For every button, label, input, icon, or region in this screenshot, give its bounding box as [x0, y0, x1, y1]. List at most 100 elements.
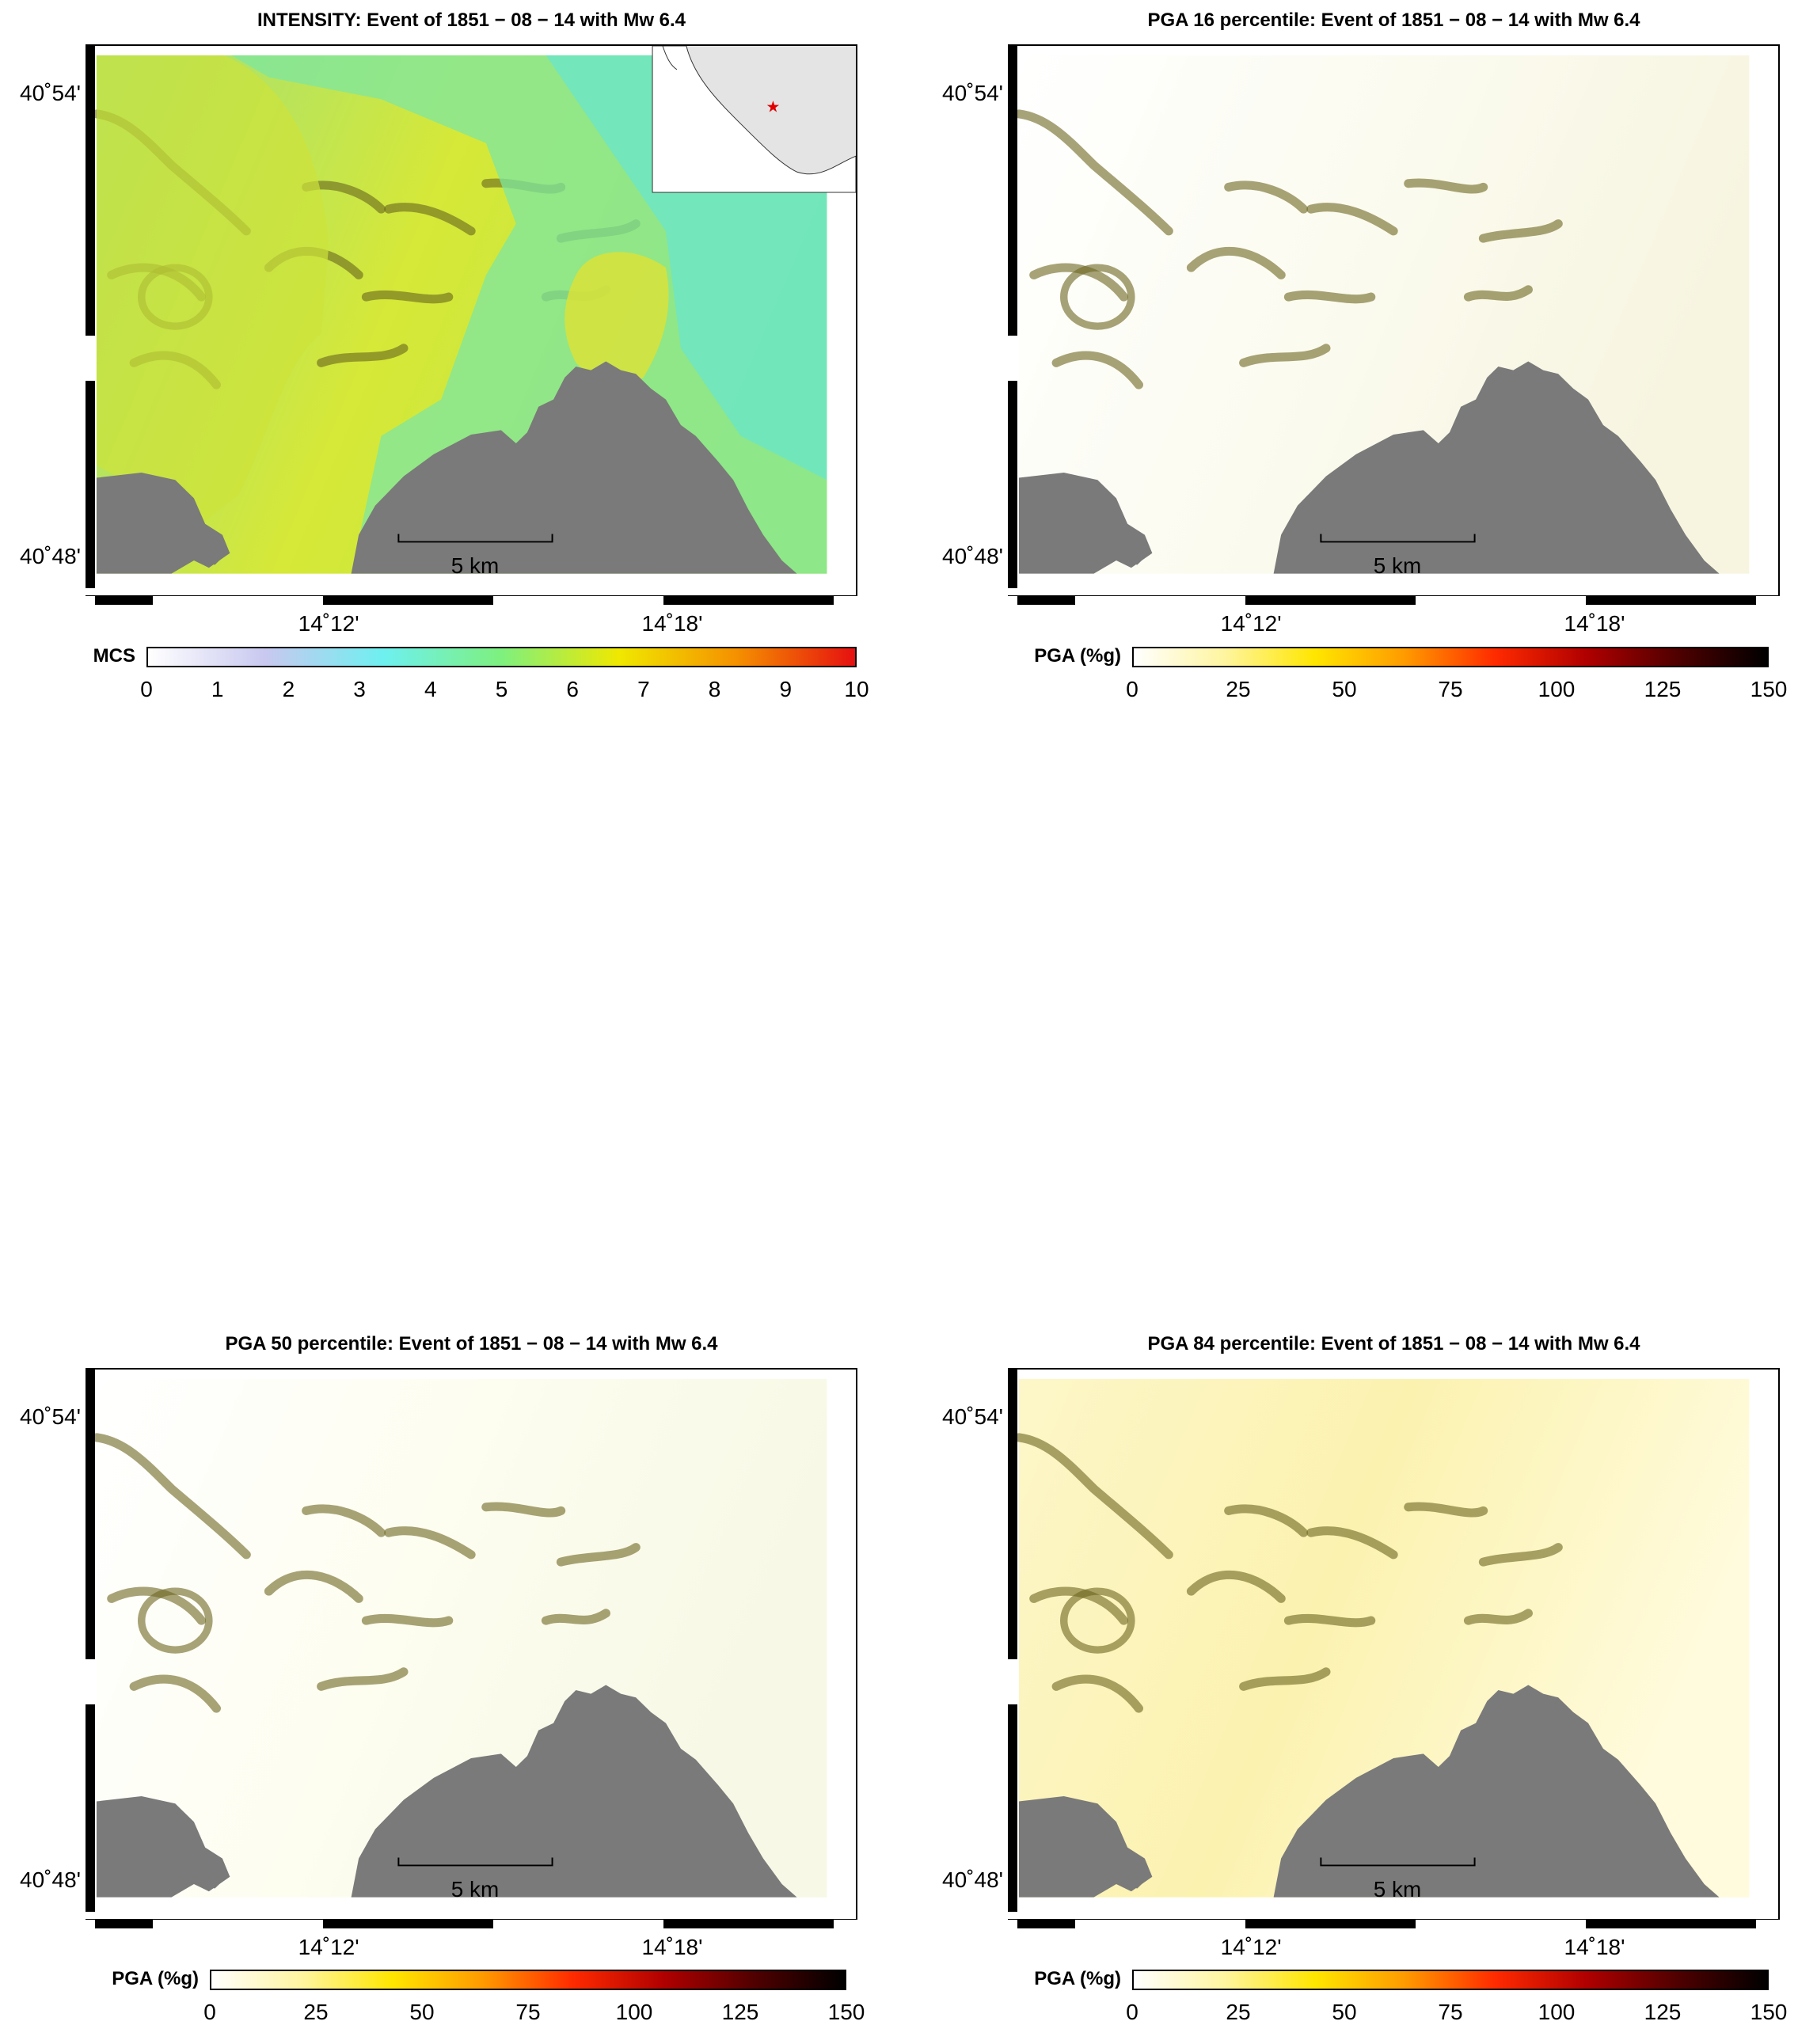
- colorbar-tick-label: 50: [409, 2000, 435, 2024]
- sea-area: [96, 361, 797, 574]
- latitude-tick-label: 40˚48': [20, 543, 81, 568]
- longitude-tick-label: 14˚12': [298, 611, 359, 636]
- map-title: PGA 50 percentile: Event of 1851 − 08 − …: [225, 1333, 718, 1354]
- latitude-graticule-bar: [1008, 44, 1017, 605]
- relief-ridge: [1283, 290, 1376, 304]
- colorbar-tick-label: 150: [1750, 677, 1788, 701]
- relief-ridge: [1059, 264, 1135, 330]
- colorbar-label: PGA (%g): [1034, 645, 1121, 667]
- longitude-graticule-bar: [86, 595, 857, 605]
- sea-area: [1018, 1685, 1720, 1898]
- relief-ridge: [1059, 1587, 1135, 1654]
- relief-ridge: [137, 1587, 213, 1654]
- colorbar-tick-label: 100: [1538, 677, 1576, 701]
- map-frame: 5 km: [1008, 1368, 1780, 1928]
- sea-area: [1112, 1867, 1148, 1889]
- intensity-zone-6: [564, 252, 669, 384]
- scale-bar: 5 km: [1320, 1857, 1476, 1902]
- colorbar-tick-label: 7: [637, 677, 650, 701]
- scale-bar: 5 km: [397, 534, 553, 578]
- relief-ridge: [1239, 1667, 1331, 1691]
- colorbar-tick-label: 0: [203, 2000, 216, 2024]
- colorbar-tick-label: 1: [211, 677, 224, 701]
- relief-ridge: [264, 1570, 363, 1603]
- relief-ridge: [384, 203, 476, 236]
- relief-ridge: [92, 1433, 251, 1560]
- colorbar: [146, 647, 857, 667]
- relief-ridge: [1463, 1609, 1533, 1625]
- colorbar-tick-label: 125: [1644, 677, 1682, 701]
- scale-bar: 5 km: [397, 1857, 553, 1902]
- colorbar-tick-label: 9: [779, 677, 793, 701]
- sea-area: [190, 1867, 226, 1889]
- colorbar-tick-label: 0: [1126, 677, 1138, 701]
- relief-ridge: [1186, 1570, 1286, 1603]
- relief-ridge: [302, 1504, 386, 1537]
- latitude-graticule-bar: [86, 44, 95, 605]
- relief-ridge: [1224, 180, 1309, 214]
- colorbar-tick-label: 25: [1226, 2000, 1251, 2024]
- relief-ridge: [1051, 1674, 1144, 1713]
- colorbar-label: PGA (%g): [112, 1968, 199, 1989]
- colorbar-tick-label: 100: [1538, 2000, 1576, 2024]
- relief-ridge: [1478, 219, 1563, 243]
- relief-ridge: [317, 344, 409, 367]
- map-frame: 5 km: [1008, 44, 1780, 605]
- relief-ridge: [1186, 246, 1286, 279]
- latitude-tick-label: 40˚48': [942, 1867, 1003, 1892]
- colorbar-tick-label: 50: [1332, 2000, 1357, 2024]
- longitude-graticule-bar: [1008, 1919, 1780, 1928]
- colorbar-tick-label: 150: [827, 2000, 865, 2024]
- longitude-tick-label: 14˚18': [641, 1935, 703, 1959]
- relief-ridge: [541, 1609, 610, 1625]
- map-frame: 5 km: [86, 1368, 857, 1928]
- colorbar-tick-label: 5: [495, 677, 508, 701]
- latitude-graticule-bar: [86, 1368, 95, 1928]
- colorbar-tick-label: 125: [721, 2000, 759, 2024]
- colorbar-tick-label: 75: [1438, 2000, 1463, 2024]
- map-title: INTENSITY: Event of 1851 − 08 − 14 with …: [257, 9, 686, 31]
- longitude-tick-label: 14˚12': [1220, 611, 1282, 636]
- colorbar-tick-label: 25: [303, 2000, 329, 2024]
- relief-ridge: [1014, 109, 1173, 236]
- relief-ridge: [361, 1613, 454, 1628]
- longitude-graticule-bar: [1008, 595, 1780, 605]
- relief-ridge: [317, 1667, 409, 1691]
- colorbar-tick-label: 2: [282, 677, 295, 701]
- colorbar-label: MCS: [93, 645, 135, 667]
- relief-ridge: [1283, 1613, 1376, 1628]
- colorbar: [1132, 1970, 1769, 1990]
- scale-label: 5 km: [1374, 553, 1421, 578]
- colorbar-tick-label: 125: [1644, 2000, 1682, 2024]
- sea-area: [96, 1685, 797, 1898]
- longitude-tick-label: 14˚12': [298, 1935, 359, 1959]
- latitude-tick-label: 40˚54': [942, 1404, 1003, 1430]
- sea-area: [190, 544, 226, 565]
- relief-ridge: [1404, 1502, 1488, 1518]
- relief-ridge: [1463, 285, 1533, 302]
- colorbar-tick-label: 75: [1438, 677, 1463, 701]
- colorbar-label: PGA (%g): [1034, 1968, 1121, 1989]
- colorbar-tick-label: 0: [140, 677, 153, 701]
- latitude-tick-label: 40˚48': [942, 543, 1003, 568]
- relief-ridge: [1404, 178, 1488, 194]
- relief-ridge: [1239, 344, 1331, 367]
- inset-locator-map: ★: [652, 46, 856, 193]
- relief-ridge: [1306, 1526, 1398, 1560]
- colorbar-tick-label: 6: [566, 677, 579, 701]
- relief-ridge: [1014, 1433, 1173, 1560]
- longitude-tick-label: 14˚18': [1564, 1935, 1625, 1959]
- relief-ridge: [129, 1674, 222, 1713]
- colorbar-tick-label: 8: [708, 677, 721, 701]
- relief-ridge: [1306, 203, 1398, 236]
- map-frame: 5 km ★: [86, 44, 857, 605]
- sea-area: [1018, 361, 1720, 574]
- colorbar-tick-label: 0: [1126, 2000, 1138, 2024]
- relief-ridge: [1224, 1504, 1309, 1537]
- latitude-tick-label: 40˚54': [20, 1404, 81, 1430]
- longitude-tick-label: 14˚18': [1564, 611, 1625, 636]
- scale-label: 5 km: [1374, 1877, 1421, 1902]
- scale-label: 5 km: [451, 553, 499, 578]
- sea-area: [1112, 544, 1148, 565]
- colorbar: [1132, 647, 1769, 667]
